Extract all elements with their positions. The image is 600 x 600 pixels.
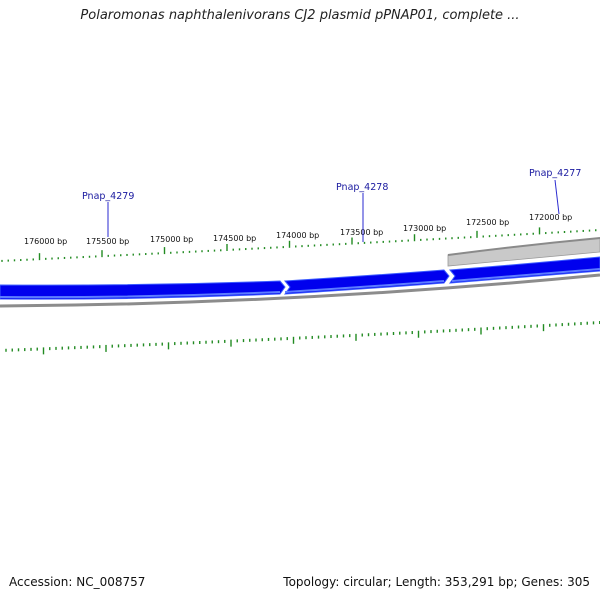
scale-label: 174000 bp: [276, 231, 319, 240]
map-title: Polaromonas naphthalenivorans CJ2 plasmi…: [80, 8, 520, 23]
scale-label: 175000 bp: [150, 235, 193, 244]
backbone-line: [0, 273, 600, 308]
scale-labels: 176000 bp 175500 bp 175000 bp 174500 bp 1740…: [24, 213, 572, 246]
scale-label: 175500 bp: [86, 237, 129, 246]
scale-label: 176000 bp: [24, 237, 67, 246]
gene-arrow[interactable]: [283, 269, 450, 295]
scale-label: 173000 bp: [403, 224, 446, 233]
gene-label: Pnap_4279: [82, 191, 134, 202]
inner-tick-track: [1, 227, 597, 262]
gene-labels: Pnap_4279 Pnap_4278 Pnap_4277: [82, 168, 581, 242]
scale-label: 174500 bp: [213, 234, 256, 243]
gene-label: Pnap_4277: [529, 168, 581, 179]
gene-leader-line: [554, 179, 560, 215]
scale-label: 172000 bp: [529, 213, 572, 222]
gene-label: Pnap_4278: [336, 182, 388, 193]
outer-tick-track: [5, 321, 600, 355]
scale-label: 172500 bp: [466, 218, 509, 227]
scale-label: 173500 bp: [340, 228, 383, 237]
gray-feature-edge: [447, 237, 600, 256]
accession-label: Accession: NC_008757: [9, 575, 146, 589]
sequence-summary: Topology: circular; Length: 353,291 bp; …: [283, 575, 590, 589]
gene-highlight: [0, 268, 600, 299]
